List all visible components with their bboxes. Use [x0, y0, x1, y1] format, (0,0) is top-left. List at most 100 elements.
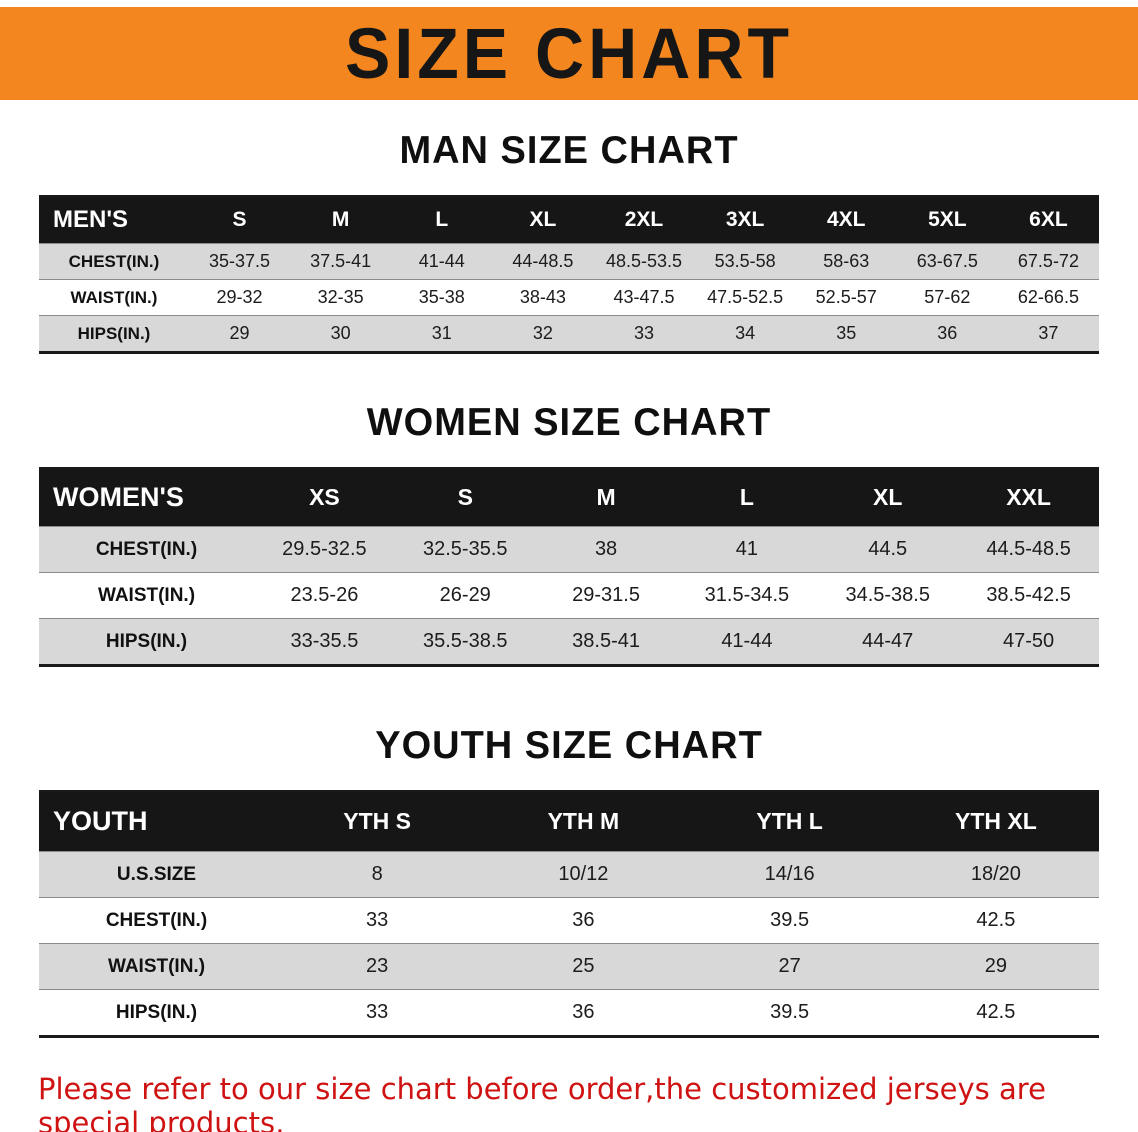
- column-header: 6XL: [1029, 208, 1068, 231]
- men-section-heading: MAN SIZE CHART: [399, 129, 739, 173]
- table-cell: 41: [735, 538, 759, 560]
- table-cell: 36: [572, 1001, 595, 1023]
- table-cell: 42.5: [976, 1001, 1016, 1023]
- table-cell: 33-35.5: [290, 630, 359, 652]
- table-cell: 35.5-38.5: [422, 630, 508, 652]
- youth-size-table: YOUTH YTH S YTH M YTH L YTH XL U.S.SIZE 8 10/12…: [39, 790, 1099, 1038]
- men-size-table: MEN'S S M L XL 2XL 3XL 4XL 5XL 6XL CHEST(IN.) 35-37…: [39, 195, 1099, 354]
- table-cell: 29: [984, 955, 1007, 977]
- table-cell: 30: [330, 323, 351, 343]
- column-header: XL: [529, 208, 557, 231]
- table-cell: 39.5: [770, 909, 810, 931]
- column-header: 2XL: [624, 208, 664, 231]
- table-cell: 14/16: [764, 863, 815, 885]
- column-header: M: [596, 484, 616, 510]
- table-label: WOMEN'S: [53, 482, 184, 512]
- table-header-row: YOUTH YTH S YTH M YTH L YTH XL: [39, 791, 1099, 852]
- table-cell: 27: [778, 955, 801, 977]
- row-label: HIPS(IN.): [115, 1001, 198, 1023]
- table-cell: 44.5: [868, 538, 908, 560]
- table-cell: 36: [937, 323, 958, 343]
- column-header: M: [331, 208, 350, 231]
- table-cell: 33: [366, 1001, 389, 1023]
- table-row: HIPS(IN.) 33 36 39.5 42.5: [39, 989, 1099, 1037]
- column-header: S: [457, 484, 473, 510]
- table-cell: 35: [836, 323, 857, 343]
- table-row: WAIST(IN.) 23 25 27 29: [39, 943, 1099, 990]
- women-size-table: WOMEN'S XS S M L XL XXL CHEST(IN.) 29.5-32.5 32.5…: [39, 467, 1099, 667]
- table-cell: 25: [572, 955, 595, 977]
- column-header: 3XL: [725, 208, 765, 231]
- table-cell: 67.5-72: [1017, 251, 1079, 271]
- table-cell: 37: [1038, 323, 1059, 343]
- table-cell: 42.5: [976, 909, 1016, 931]
- row-label: WAIST(IN.): [70, 287, 158, 307]
- column-header: L: [435, 208, 449, 231]
- row-label: HIPS(IN.): [77, 323, 151, 343]
- banner-title: SIZE CHART: [345, 13, 793, 94]
- row-label: CHEST(IN.): [105, 909, 208, 931]
- table-cell: 32: [532, 323, 553, 343]
- table-cell: 41-44: [721, 630, 773, 652]
- column-header: 4XL: [826, 208, 866, 231]
- table-cell: 18/20: [970, 863, 1021, 885]
- column-header: XS: [309, 484, 340, 510]
- table-cell: 34: [735, 323, 756, 343]
- table-cell: 23.5-26: [290, 584, 359, 606]
- column-header: 5XL: [928, 208, 967, 231]
- row-label: CHEST(IN.): [95, 538, 198, 560]
- table-cell: 38-43: [519, 287, 566, 307]
- table-row: CHEST(IN.) 35-37.5 37.5-41 41-44 44-48.5 48.5…: [39, 243, 1099, 280]
- table-cell: 29.5-32.5: [282, 538, 367, 560]
- table-cell: 32.5-35.5: [422, 538, 508, 560]
- women-section-heading: WOMEN SIZE CHART: [366, 401, 772, 445]
- table-cell: 57-62: [924, 287, 971, 307]
- table-cell: 53.5-58: [714, 251, 776, 271]
- row-label: HIPS(IN.): [105, 630, 188, 652]
- table-cell: 63-67.5: [916, 251, 978, 271]
- column-header: YTH M: [547, 808, 620, 834]
- table-cell: 52.5-57: [815, 287, 877, 307]
- banner: SIZE CHART: [0, 7, 1138, 100]
- table-cell: 44.5-48.5: [986, 538, 1071, 560]
- table-cell: 35-38: [418, 287, 465, 307]
- table-label: MEN'S: [53, 206, 129, 233]
- table-cell: 32-35: [317, 287, 364, 307]
- table-cell: 43-47.5: [613, 287, 675, 307]
- table-cell: 10/12: [558, 863, 609, 885]
- disclaimer-line-1: Please refer to our size chart before or…: [38, 1072, 1046, 1132]
- table-row: HIPS(IN.) 33-35.5 35.5-38.5 38.5-41 41-44 44-…: [39, 618, 1099, 666]
- section-women: WOMEN SIZE CHART WOMEN'S XS S M L XL XXL CHEST(…: [0, 402, 1138, 667]
- table-cell: 29-32: [216, 287, 263, 307]
- table-cell: 62-66.5: [1017, 287, 1079, 307]
- table-cell: 36: [572, 909, 595, 931]
- table-row: HIPS(IN.) 29 30 31 32 33 34 35 36 37: [39, 315, 1099, 353]
- table-cell: 33: [633, 323, 654, 343]
- column-header: L: [739, 484, 754, 510]
- table-cell: 23: [366, 955, 389, 977]
- table-row: U.S.SIZE 8 10/12 14/16 18/20: [39, 851, 1099, 898]
- column-header: XL: [873, 484, 903, 510]
- column-header: S: [232, 208, 247, 231]
- table-row: CHEST(IN.) 29.5-32.5 32.5-35.5 38 41 44.5 44.5…: [39, 526, 1099, 573]
- table-cell: 29-31.5: [572, 584, 640, 606]
- table-cell: 39.5: [770, 1001, 810, 1023]
- section-men: MAN SIZE CHART MEN'S S M L XL 2XL 3XL 4XL 5XL 6XL…: [0, 130, 1138, 354]
- row-label: U.S.SIZE: [116, 863, 197, 885]
- table-header-row: MEN'S S M L XL 2XL 3XL 4XL 5XL 6XL: [39, 196, 1099, 244]
- table-label: YOUTH: [53, 806, 148, 836]
- table-row: WAIST(IN.) 29-32 32-35 35-38 38-43 43-47.5 47.…: [39, 279, 1099, 316]
- table-cell: 37.5-41: [310, 251, 372, 271]
- youth-section-heading: YOUTH SIZE CHART: [375, 724, 763, 768]
- table-cell: 34.5-38.5: [845, 584, 930, 606]
- table-cell: 48.5-53.5: [605, 251, 683, 271]
- table-cell: 44-47: [862, 630, 914, 652]
- row-label: CHEST(IN.): [68, 251, 160, 271]
- table-cell: 38.5-41: [572, 630, 640, 652]
- row-label: WAIST(IN.): [97, 584, 196, 606]
- table-cell: 47-50: [1002, 630, 1055, 652]
- table-cell: 8: [371, 863, 383, 885]
- section-youth: YOUTH SIZE CHART YOUTH YTH S YTH M YTH L YTH…: [0, 725, 1138, 1038]
- table-row: WAIST(IN.) 23.5-26 26-29 29-31.5 31.5-34.5 34…: [39, 572, 1099, 619]
